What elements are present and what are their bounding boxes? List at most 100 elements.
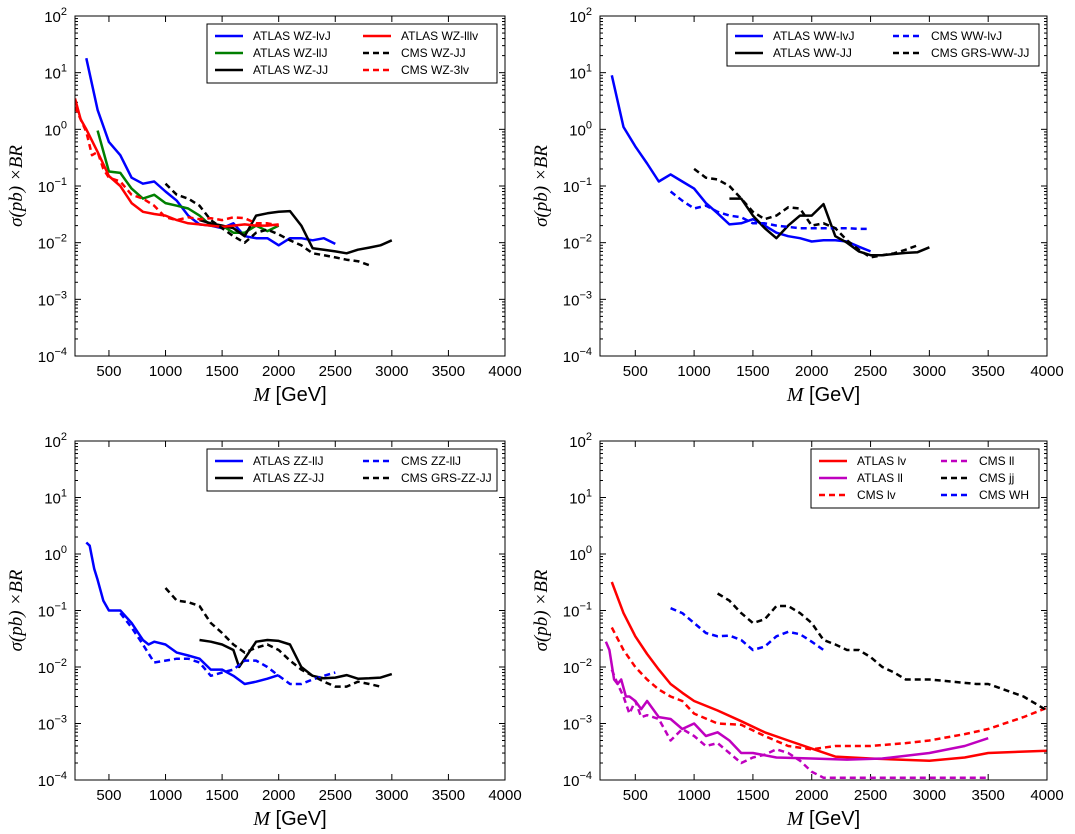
x-tick-label: 2500: [854, 787, 887, 804]
y-tick-label: 101: [44, 63, 67, 83]
legend-box: [726, 23, 1040, 67]
series-line: [199, 209, 393, 255]
x-axis-label: M [GeV]: [252, 384, 326, 406]
x-tick-label: 2000: [262, 363, 295, 380]
legend: ATLAS lv ATLAS ll CMS lv CMS ll CMS jj CMS WH: [810, 448, 1040, 509]
legend-label: CMS GRS-ZZ-JJ: [401, 471, 492, 485]
y-tick-label: 10−1: [563, 601, 592, 621]
panel-models: 500 1000 1500 2000 2500 3000 3500 4000 10−4 10−3 1…: [531, 431, 1064, 830]
x-tick-label: 3000: [375, 787, 408, 804]
y-tick-label: 102: [44, 6, 67, 26]
y-tick-label: 100: [44, 119, 67, 139]
y-tick-label: 10−2: [563, 233, 592, 253]
x-tick-label: 3500: [971, 363, 1004, 380]
y-axis-label: σ(pb) ×BR: [531, 145, 552, 227]
y-tick-label: 10−3: [563, 289, 592, 309]
legend-label: ATLAS ZZ-JJ: [253, 471, 324, 485]
x-tick-label: 3500: [432, 787, 465, 804]
x-tick-label: 4000: [488, 363, 521, 380]
x-tick-label: 1000: [677, 787, 710, 804]
y-tick-label: 102: [569, 6, 592, 26]
x-tick-label: 2500: [319, 363, 352, 380]
series-line: [164, 182, 370, 267]
y-tick-label: 101: [569, 488, 592, 508]
legend-box: [206, 448, 498, 492]
x-tick-label: 500: [96, 363, 121, 380]
x-tick-label: 500: [96, 787, 121, 804]
legend-label: ATLAS WZ-lvJ: [253, 29, 331, 43]
series-group: [75, 57, 393, 267]
axes-frame: [74, 440, 506, 781]
y-tick-label: 102: [44, 431, 67, 451]
series-line: [716, 592, 1047, 712]
y-tick-label: 100: [569, 544, 592, 564]
x-tick-label: 4000: [1030, 363, 1063, 380]
series-group: [85, 541, 393, 688]
legend-label: ATLAS WZ-lllv: [401, 29, 478, 43]
series-line: [610, 581, 1047, 762]
y-axis-label: σ(pb) ×BR: [531, 569, 552, 651]
x-tick-label: 2000: [795, 363, 828, 380]
y-tick-label: 101: [44, 488, 67, 508]
x-tick-label: 500: [623, 363, 648, 380]
legend: ATLAS WW-lvJ ATLAS WW-JJ CMS WW-lvJ CMS GRS…: [726, 23, 1040, 67]
y-tick-label: 10−3: [38, 289, 67, 309]
legend-label: CMS ZZ-llJ: [401, 454, 461, 468]
y-tick-label: 10−2: [38, 657, 67, 677]
series-line: [610, 669, 989, 779]
panel-wz: 500 1000 1500 2000 2500 3000 3500 4000 10−4 10−3 1…: [6, 6, 522, 406]
series-group: [610, 75, 930, 259]
legend-label: CMS ll: [979, 454, 1014, 468]
x-tick-label: 1500: [736, 363, 769, 380]
panel-zz: 500 1000 1500 2000 2500 3000 3500 4000 10−4 10−3 1…: [6, 431, 522, 830]
legend-box: [810, 448, 1040, 509]
y-tick-label: 10−2: [563, 657, 592, 677]
x-axis-label: M [GeV]: [786, 808, 860, 830]
x-axis-label: M [GeV]: [786, 384, 860, 406]
series-line: [199, 638, 393, 680]
series-line: [729, 197, 930, 257]
y-tick-label: 10−1: [38, 176, 67, 196]
legend-label: ATLAS WW-JJ: [773, 46, 852, 60]
legend-label: ATLAS lv: [857, 454, 906, 468]
series-line: [610, 75, 872, 253]
ticks: 500 1000 1500 2000 2500 3000 3500 4000 10−4 10−3 1…: [38, 6, 522, 380]
y-tick-label: 100: [569, 119, 592, 139]
x-tick-label: 3000: [913, 363, 946, 380]
panel-ww: 500 1000 1500 2000 2500 3000 3500 4000 10−4 10−3 1…: [531, 6, 1064, 406]
y-tick-label: 10−3: [38, 714, 67, 734]
x-tick-label: 4000: [1030, 787, 1063, 804]
legend-label: CMS WZ-JJ: [401, 46, 466, 60]
legend-label: CMS jj: [979, 471, 1014, 485]
series-line: [164, 587, 381, 688]
legend-label: ATLAS WZ-llJ: [253, 46, 327, 60]
y-tick-label: 10−4: [563, 770, 592, 790]
ticks: 500 1000 1500 2000 2500 3000 3500 4000 10−4 10−3 1…: [563, 431, 1064, 804]
x-tick-label: 1000: [149, 787, 182, 804]
y-axis-label: σ(pb) ×BR: [6, 145, 27, 227]
x-tick-label: 1500: [205, 363, 238, 380]
y-tick-label: 101: [569, 63, 592, 83]
y-tick-label: 100: [44, 544, 67, 564]
series-line: [119, 612, 336, 686]
legend: ATLAS WZ-lvJ ATLAS WZ-llJ ATLAS WZ-JJ ATLAS…: [206, 23, 498, 84]
series-line: [693, 167, 919, 259]
x-tick-label: 2000: [795, 787, 828, 804]
x-tick-label: 3000: [375, 363, 408, 380]
y-tick-label: 10−4: [38, 346, 67, 366]
x-tick-label: 3000: [913, 787, 946, 804]
y-tick-label: 10−1: [38, 601, 67, 621]
x-tick-label: 2500: [319, 787, 352, 804]
legend-label: CMS GRS-WW-JJ: [931, 46, 1029, 60]
legend-label: CMS WZ-3lv: [401, 63, 469, 77]
x-tick-label: 2000: [262, 787, 295, 804]
x-tick-label: 500: [623, 787, 648, 804]
series-line: [75, 106, 279, 227]
x-tick-label: 1500: [205, 787, 238, 804]
y-tick-label: 10−3: [563, 714, 592, 734]
legend-label: ATLAS WZ-JJ: [253, 63, 328, 77]
legend-box: [206, 23, 498, 84]
series-line: [85, 541, 280, 686]
x-tick-label: 3500: [971, 787, 1004, 804]
x-tick-label: 1000: [677, 363, 710, 380]
